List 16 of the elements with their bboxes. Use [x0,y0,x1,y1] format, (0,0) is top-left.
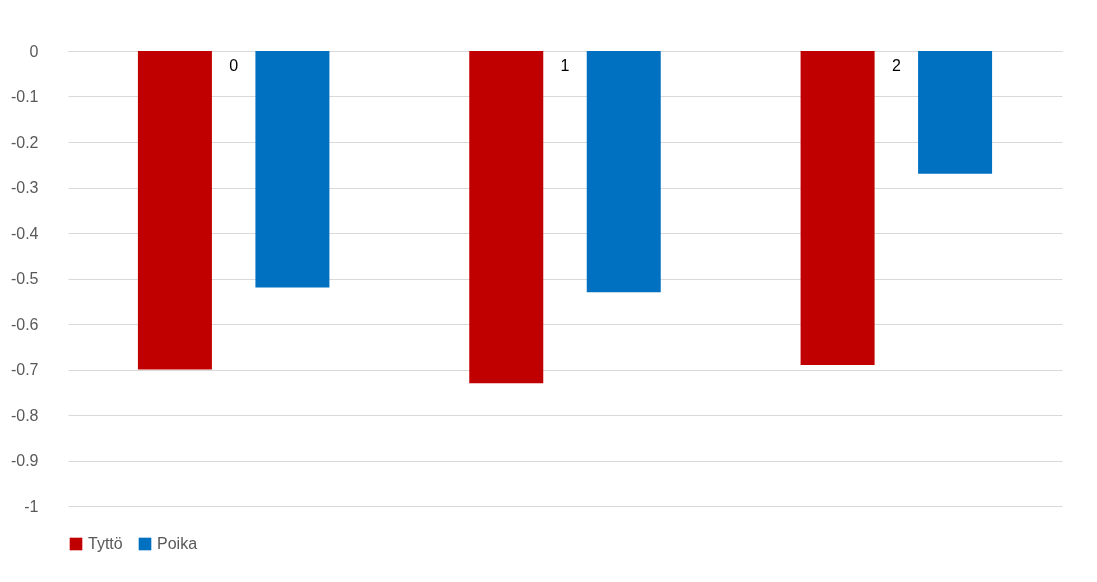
legend-label: Tyttö [88,535,123,552]
y-tick-label: -0.7 [10,361,39,378]
y-tick-label: -0.3 [10,179,39,196]
x-tick-label: 2 [891,56,901,74]
x-tick-label: 1 [560,56,570,74]
y-tick-label: -0.4 [10,224,39,242]
y-tick-label: -0.2 [10,133,39,151]
y-tick-label: -1 [24,497,39,515]
y-tick-label: 0 [29,42,39,60]
x-tick-label: 0 [229,56,239,74]
y-tick-label: -0.1 [10,88,39,105]
y-tick-label: -0.5 [10,270,39,287]
y-tick-label: -0.9 [10,452,39,469]
y-tick-label: -0.6 [10,315,39,333]
y-tick-label: -0.8 [10,406,39,424]
legend-label: Poika [157,535,198,552]
